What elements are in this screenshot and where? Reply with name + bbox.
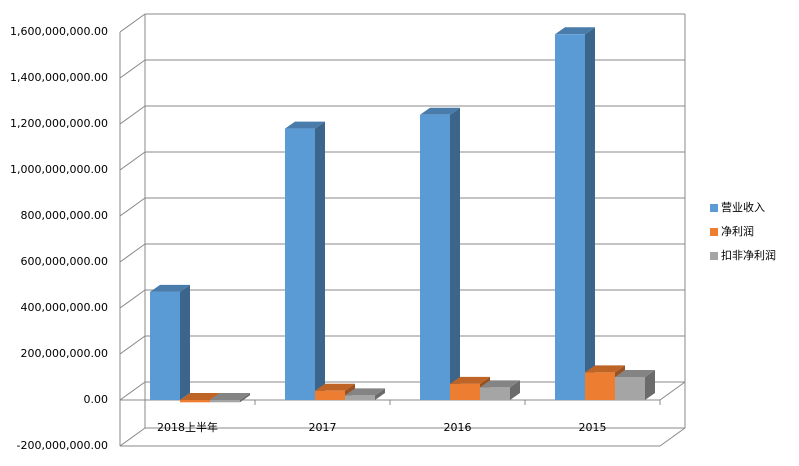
bar — [585, 372, 615, 400]
legend-swatch — [710, 204, 718, 212]
bar — [315, 390, 345, 400]
legend-label: 营业收入 — [721, 200, 765, 214]
legend-label: 净利润 — [721, 224, 754, 238]
bar-group — [555, 27, 595, 401]
bar-group — [150, 284, 190, 400]
y-tick-label: 1,200,000,000.00 — [10, 117, 108, 130]
bar-side — [585, 27, 595, 401]
bar-top — [150, 284, 190, 292]
y-tick-label: 1,600,000,000.00 — [10, 25, 108, 38]
bar — [345, 395, 375, 400]
y-tick-label: 200,000,000.00 — [21, 347, 108, 360]
bar-side — [180, 284, 190, 400]
bar — [480, 387, 510, 400]
y-tick-label: 800,000,000.00 — [21, 209, 108, 222]
legend-swatch — [710, 252, 718, 260]
x-tick-label: 2016 — [444, 421, 472, 434]
side-grid-line — [119, 151, 146, 171]
bar — [420, 114, 450, 401]
side-grid-line — [119, 105, 146, 125]
y-tick-label: -200,000,000.00 — [17, 439, 108, 452]
y-tick-label: 1,400,000,000.00 — [10, 71, 108, 84]
bar — [450, 383, 480, 400]
bar-side — [315, 121, 325, 400]
bar-group — [420, 107, 460, 401]
bar-top — [420, 107, 460, 115]
side-grid-line — [119, 335, 146, 355]
bar-side — [240, 393, 250, 403]
bar-side — [450, 107, 460, 401]
floor-edge — [659, 381, 686, 401]
side-grid-line — [119, 289, 146, 309]
bar-side — [645, 370, 655, 400]
bar-top — [585, 365, 625, 373]
y-tick-label: 600,000,000.00 — [21, 255, 108, 268]
legend-label: 扣非净利润 — [721, 248, 776, 262]
x-tick-label: 2017 — [309, 421, 337, 434]
x-tick-label: 2018上半年 — [157, 420, 218, 434]
bar-group — [615, 370, 655, 400]
y-tick-label: 0.00 — [84, 393, 109, 406]
bar — [150, 291, 180, 400]
bar — [180, 400, 210, 403]
bar-top — [450, 376, 490, 384]
bar-top — [210, 393, 250, 400]
bar-top — [345, 388, 385, 396]
bar-side — [375, 388, 385, 400]
bar-top — [180, 393, 220, 400]
bar — [615, 377, 645, 400]
bar-group — [210, 393, 250, 403]
bar-top — [285, 121, 325, 129]
bar-group — [285, 121, 325, 400]
bar — [210, 400, 240, 403]
bar — [555, 34, 585, 401]
bar-group — [345, 388, 385, 400]
side-grid-line — [119, 13, 146, 33]
bar-top — [555, 27, 595, 35]
bar-top — [615, 370, 655, 377]
y-tick-label: 1,000,000,000.00 — [10, 163, 108, 176]
side-grid-line — [119, 381, 146, 401]
bar — [285, 128, 315, 400]
x-tick-label: 2015 — [579, 421, 607, 434]
side-grid-line — [119, 59, 146, 79]
bar-side — [510, 380, 520, 400]
bar-top — [315, 383, 355, 391]
bottom-edge — [659, 427, 686, 447]
legend-swatch — [710, 228, 718, 236]
side-grid-line — [119, 243, 146, 263]
side-grid-line — [119, 197, 146, 217]
bar-group — [480, 380, 520, 400]
y-tick-label: 400,000,000.00 — [21, 301, 108, 314]
side-grid-line — [119, 427, 146, 447]
bar-top — [480, 380, 520, 388]
